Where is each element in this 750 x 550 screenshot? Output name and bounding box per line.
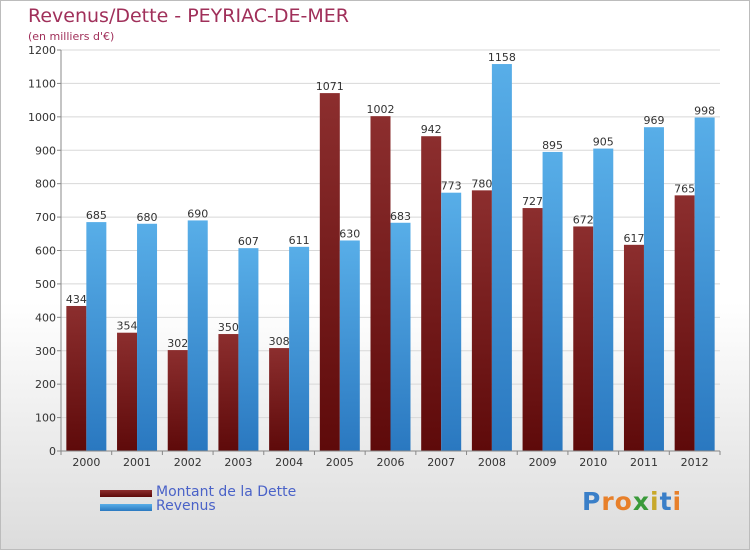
logo-letter: r <box>601 487 615 516</box>
bar-revenus <box>238 248 259 451</box>
data-label-revenus: 690 <box>187 207 208 220</box>
bar-dette <box>319 93 340 452</box>
bar-dette <box>522 208 543 451</box>
y-tick-label: 700 <box>35 211 56 224</box>
data-label-revenus: 607 <box>238 235 259 248</box>
data-label-revenus: 895 <box>542 139 563 152</box>
logo-letter: o <box>614 487 633 516</box>
data-label-dette: 780 <box>471 177 492 190</box>
chart-subtitle: (en milliers d'€) <box>28 30 115 43</box>
bar-dette <box>167 350 188 451</box>
y-tick-label: 900 <box>35 144 56 157</box>
x-tick-label: 2010 <box>579 456 607 469</box>
bar-dette <box>66 305 87 451</box>
x-tick-label: 2004 <box>275 456 303 469</box>
bar-revenus <box>491 64 512 451</box>
bar-revenus <box>441 192 462 452</box>
bar-dette <box>269 348 290 451</box>
y-tick-label: 1100 <box>28 77 56 90</box>
x-tick-label: 2003 <box>224 456 252 469</box>
data-label-dette: 765 <box>674 182 695 195</box>
y-tick-label: 300 <box>35 345 56 358</box>
data-label-revenus: 630 <box>339 227 360 240</box>
data-label-revenus: 773 <box>441 180 462 193</box>
y-tick-label: 800 <box>35 178 56 191</box>
x-tick-label: 2002 <box>174 456 202 469</box>
bar-revenus <box>390 222 411 451</box>
logo-letter: P <box>582 487 602 516</box>
data-label-dette: 1071 <box>316 80 344 93</box>
x-tick-label: 2000 <box>72 456 100 469</box>
data-label-revenus: 685 <box>86 209 107 222</box>
bar-revenus <box>86 222 107 451</box>
bar-dette <box>370 116 391 451</box>
bar-dette <box>421 136 442 451</box>
bar-revenus <box>542 151 563 451</box>
x-tick-label: 2001 <box>123 456 151 469</box>
data-label-dette: 727 <box>522 195 543 208</box>
data-label-dette: 942 <box>421 123 442 136</box>
data-label-revenus: 611 <box>289 234 310 247</box>
logo-letter: x <box>632 487 650 516</box>
x-tick-label: 2005 <box>326 456 354 469</box>
data-label-revenus: 905 <box>593 136 614 149</box>
data-label-revenus: 969 <box>643 114 664 127</box>
y-tick-label: 400 <box>35 311 56 324</box>
data-label-revenus: 680 <box>137 211 158 224</box>
data-label-revenus: 1158 <box>488 51 516 64</box>
y-tick-label: 500 <box>35 278 56 291</box>
bar-dette <box>623 244 644 451</box>
chart-title: Revenus/Dette - PEYRIAC-DE-MER <box>28 5 349 27</box>
bar-revenus <box>137 223 158 451</box>
x-tick-label: 2009 <box>529 456 557 469</box>
bar-revenus <box>187 220 208 451</box>
data-label-dette: 672 <box>573 213 594 226</box>
data-label-dette: 308 <box>269 335 290 348</box>
bar-dette <box>674 195 695 451</box>
bar-revenus <box>593 148 614 451</box>
data-label-dette: 434 <box>66 293 87 306</box>
x-tick-label: 2008 <box>478 456 506 469</box>
data-label-dette: 1002 <box>367 103 395 116</box>
y-tick-label: 200 <box>35 378 56 391</box>
x-tick-label: 2011 <box>630 456 658 469</box>
x-tick-label: 2007 <box>427 456 455 469</box>
data-label-dette: 354 <box>117 320 138 333</box>
logo-letter: t <box>659 487 673 516</box>
y-tick-label: 600 <box>35 245 56 258</box>
data-label-revenus: 998 <box>694 105 715 118</box>
legend-label-revenus: Revenus <box>156 498 216 514</box>
legend-swatch-dette <box>100 490 152 497</box>
y-tick-label: 100 <box>35 412 56 425</box>
bar-dette <box>117 332 138 451</box>
data-label-dette: 302 <box>167 337 188 350</box>
x-tick-label: 2006 <box>377 456 405 469</box>
logo-letter: i <box>650 487 660 516</box>
logo-letter: i <box>672 487 683 516</box>
bar-dette <box>471 190 492 451</box>
bar-dette <box>573 226 594 451</box>
y-tick-label: 1200 <box>28 44 56 57</box>
proxiti-logo: Proxiti <box>582 487 682 516</box>
bar-revenus <box>643 127 664 451</box>
bar-revenus <box>694 117 715 452</box>
y-tick-label: 0 <box>49 445 56 458</box>
data-label-revenus: 683 <box>390 210 411 223</box>
bar-revenus <box>339 240 360 451</box>
bar-revenus <box>289 246 310 451</box>
legend-swatch-revenus <box>100 504 152 511</box>
data-label-dette: 617 <box>623 232 644 245</box>
bar-dette <box>218 334 239 451</box>
data-label-dette: 350 <box>218 321 239 334</box>
x-tick-label: 2012 <box>681 456 709 469</box>
y-tick-label: 1000 <box>28 111 56 124</box>
legend-label-dette: Montant de la Dette <box>156 484 297 500</box>
